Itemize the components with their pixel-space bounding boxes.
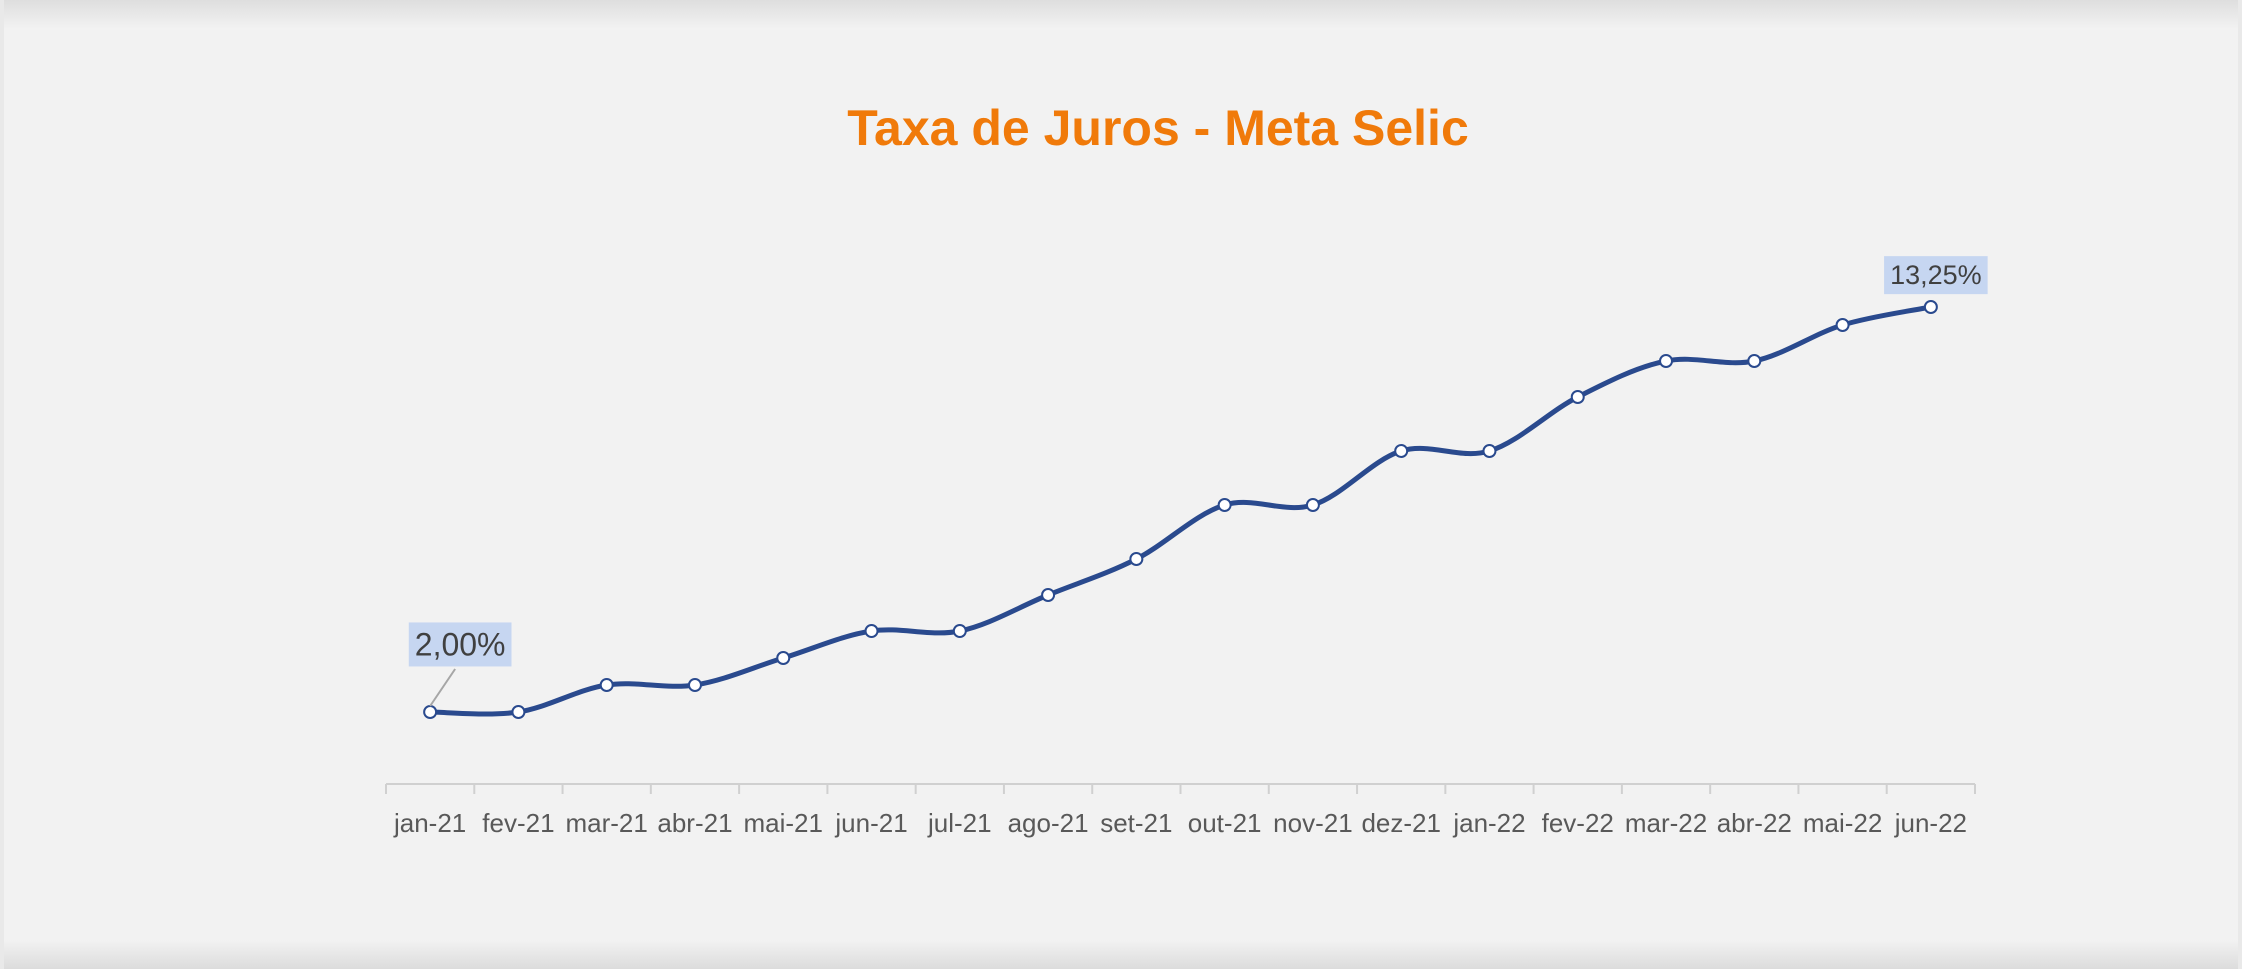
x-tick-label: jun-22 — [1894, 808, 1967, 838]
x-tick-label: mai-22 — [1803, 808, 1882, 838]
data-label: 2,00% — [415, 626, 506, 662]
x-tick-label: jan-22 — [1452, 808, 1525, 838]
x-tick-label: fev-22 — [1542, 808, 1614, 838]
x-tick-label: abr-21 — [657, 808, 732, 838]
data-point — [1305, 498, 1320, 512]
data-point — [1659, 354, 1674, 368]
chart-title: Taxa de Juros - Meta Selic — [847, 100, 1469, 156]
data-point — [864, 624, 879, 638]
data-label-box — [1884, 256, 1988, 295]
data-point — [1394, 444, 1409, 458]
x-tick-label: abr-22 — [1717, 808, 1792, 838]
data-point — [687, 678, 702, 692]
chart-background — [4, 0, 2238, 969]
data-label: 13,25% — [1890, 260, 1982, 290]
x-tick-label: mar-22 — [1625, 808, 1707, 838]
data-point — [1129, 552, 1144, 566]
data-point — [776, 651, 791, 665]
x-tick-label: jan-21 — [393, 808, 466, 838]
data-label-box — [408, 622, 512, 667]
x-tick-label: set-21 — [1100, 808, 1172, 838]
x-tick-label: mai-21 — [744, 808, 823, 838]
x-tick-label: jul-21 — [927, 808, 992, 838]
data-point — [1570, 390, 1585, 404]
x-tick-label: ago-21 — [1008, 808, 1089, 838]
x-tick-label: dez-21 — [1361, 808, 1441, 838]
x-tick-label: mar-21 — [566, 808, 648, 838]
data-point — [1482, 444, 1497, 458]
x-tick-label: fev-21 — [482, 808, 554, 838]
x-tick-label: nov-21 — [1273, 808, 1353, 838]
label-leader — [429, 668, 456, 707]
data-point — [423, 705, 438, 719]
x-tick-label: jun-21 — [834, 808, 907, 838]
data-point — [511, 705, 526, 719]
data-point — [1923, 300, 1938, 314]
data-point — [1041, 588, 1056, 602]
data-point — [1747, 354, 1762, 368]
data-point — [1217, 498, 1232, 512]
data-point — [1835, 318, 1850, 332]
data-point — [952, 624, 967, 638]
x-tick-label: out-21 — [1188, 808, 1262, 838]
data-point — [599, 678, 614, 692]
